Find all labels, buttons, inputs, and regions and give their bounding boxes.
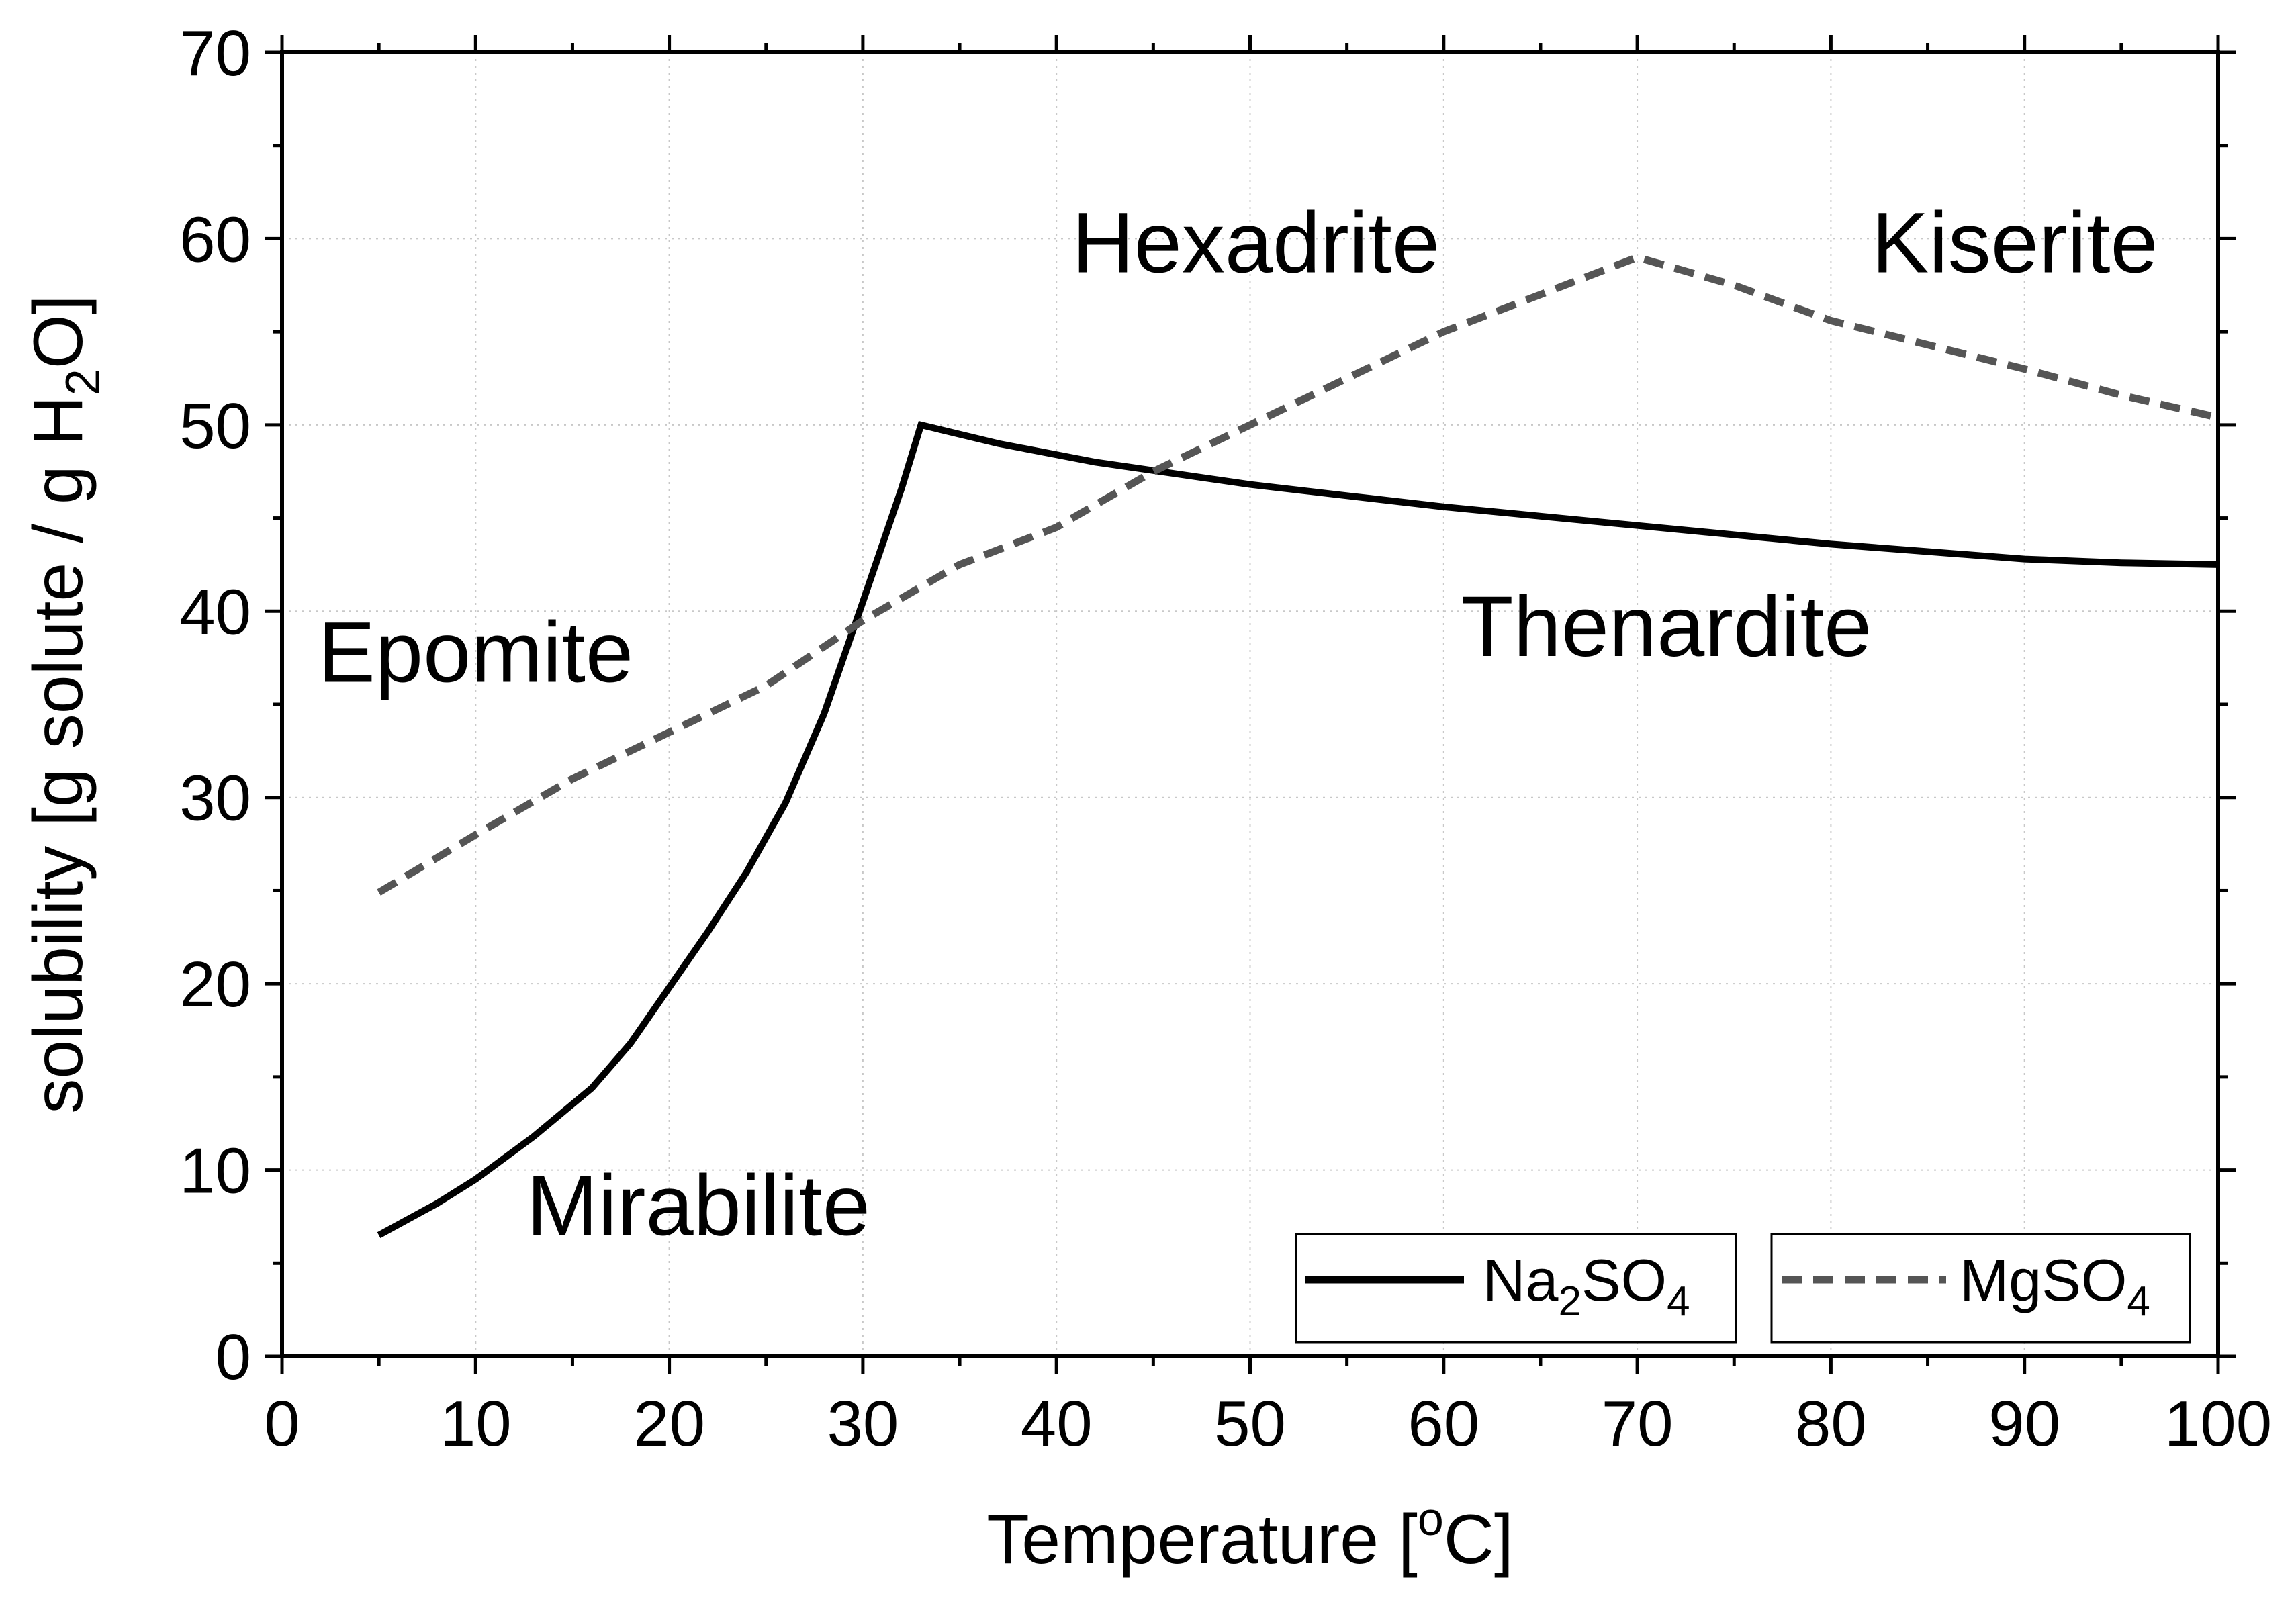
x-tick-label-5: 50 [1214, 1388, 1286, 1460]
x-tick-label-7: 70 [1602, 1388, 1673, 1460]
y-tick-label-4: 40 [179, 576, 251, 648]
legend-label-na2so4: Na2SO4 [1483, 1247, 1690, 1325]
legend-box-na2so4 [1295, 1233, 1737, 1344]
y-axis-title-sub: 2 [56, 369, 110, 395]
y-axis-title-end: O] [19, 295, 97, 369]
x-tick-label-0: 0 [264, 1388, 300, 1460]
region-label-mirabilite: Mirabilite [526, 1158, 870, 1254]
legend: Na2SO4 MgSO4 [1295, 1233, 2191, 1344]
y-tick-label-6: 60 [179, 203, 251, 275]
series-lines [377, 253, 2219, 1239]
y-tick-label-1: 10 [179, 1135, 251, 1207]
region-labels: Hexadrite Kiserite Epomite Thenardite Mirabi… [318, 195, 2158, 1254]
y-tick-label-5: 50 [179, 390, 251, 462]
axis-ticks [265, 35, 2236, 1374]
legend-label-mgso4: MgSO4 [1960, 1247, 2150, 1325]
x-tick-label-8: 80 [1795, 1388, 1867, 1460]
x-tick-label-6: 60 [1408, 1388, 1479, 1460]
x-axis-title-end: C] [1444, 1501, 1514, 1579]
grid-lines [282, 52, 2218, 1356]
x-tick-label-9: 90 [1988, 1388, 2060, 1460]
y-tick-label-3: 30 [179, 763, 251, 835]
x-tick-label-10: 100 [2164, 1388, 2272, 1460]
y-tick-label-0: 0 [216, 1321, 251, 1393]
legend-box-mgso4 [1770, 1233, 2191, 1344]
x-tick-label-1: 10 [440, 1388, 512, 1460]
y-axis-title-main: solubility [g solute / g H [19, 395, 97, 1113]
x-axis-title-degree: o [1418, 1493, 1444, 1545]
legend-item-mgso4: MgSO4 [1770, 1233, 2191, 1344]
legend-item-na2so4: Na2SO4 [1295, 1233, 1737, 1344]
region-label-hexadrite: Hexadrite [1072, 195, 1440, 291]
region-label-kiserite: Kiserite [1872, 195, 2158, 291]
x-axis-title-main: Temperature [ [986, 1501, 1418, 1579]
x-tick-label-2: 20 [633, 1388, 705, 1460]
region-label-epomite: Epomite [318, 605, 634, 701]
y-tick-label-7: 70 [179, 17, 251, 89]
y-tick-label-2: 20 [179, 949, 251, 1021]
x-tick-label-3: 30 [827, 1388, 899, 1460]
series-line-na2so4 [377, 420, 2219, 1239]
tick-labels: 0 10 20 30 40 50 60 70 80 90 100 0 10 20 30 40 50 60 70 [179, 17, 2272, 1460]
region-label-thenardite: Thenardite [1461, 579, 1872, 675]
y-axis-title: solubility [g solute / g H2O] [19, 295, 110, 1113]
series-line-mgso4 [377, 253, 2219, 896]
x-tick-label-4: 40 [1021, 1388, 1093, 1460]
x-axis-title: Temperature [oC] [986, 1493, 1514, 1579]
